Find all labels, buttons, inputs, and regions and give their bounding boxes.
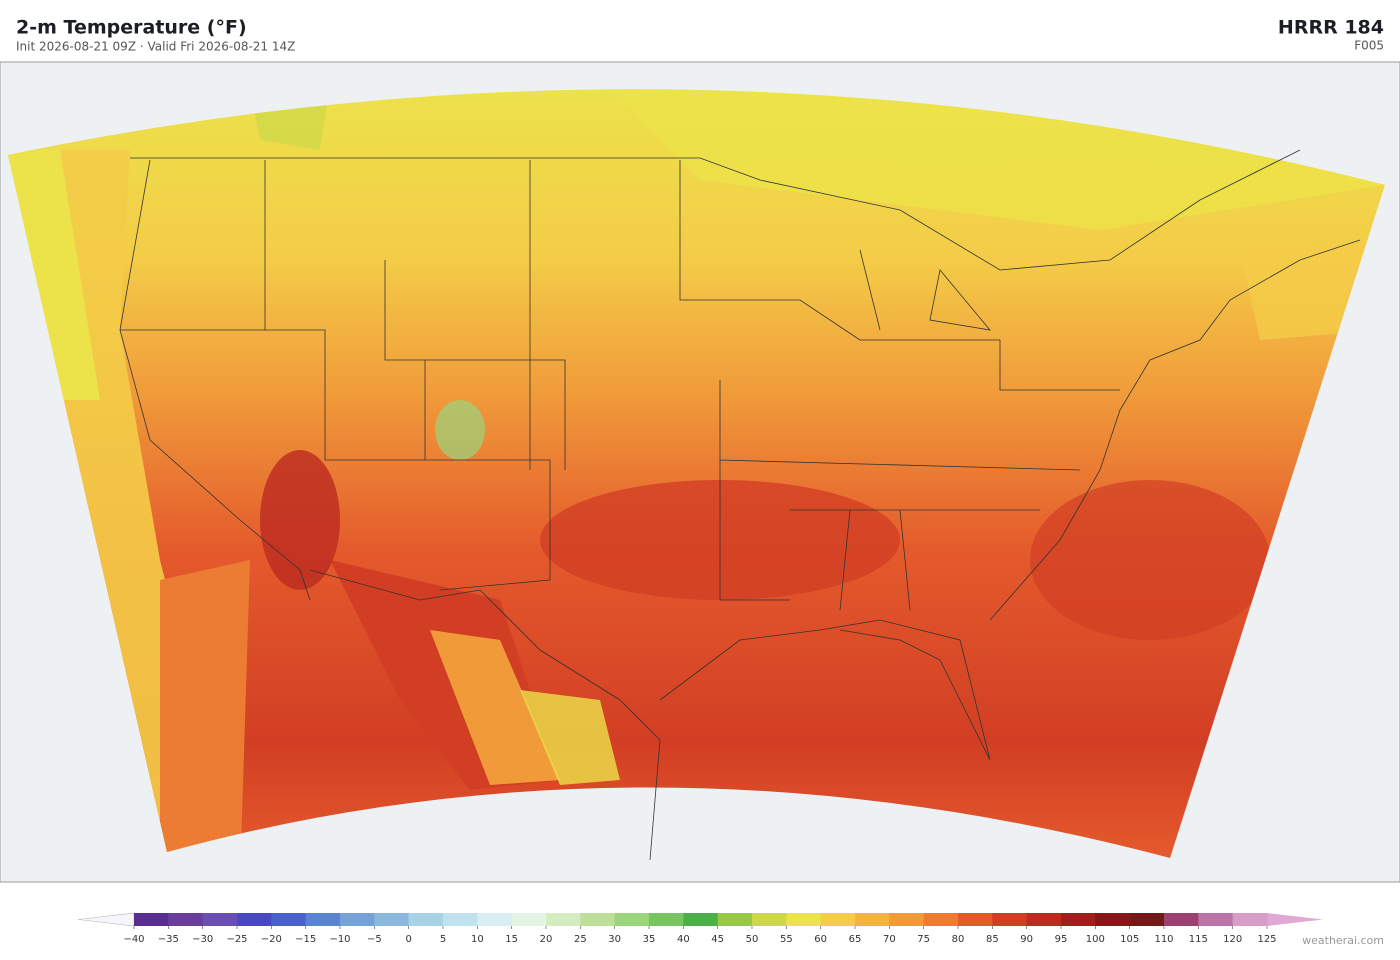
colorbar-tick-label: 25 <box>574 934 587 945</box>
colorbar-tick-label: −25 <box>226 934 247 945</box>
colorbar-segment <box>305 913 341 926</box>
colorbar-tick-label: 105 <box>1120 934 1139 945</box>
colorbar-tick-label: 60 <box>814 934 827 945</box>
colorbar-segment <box>1129 913 1165 926</box>
colorbar-over <box>1267 913 1323 926</box>
temperature-field <box>8 89 1385 858</box>
colorbar-tick-label: −30 <box>192 934 213 945</box>
colorbar-segment <box>168 913 204 926</box>
colorbar-tick-label: 70 <box>883 934 896 945</box>
colorbar-segment <box>889 913 925 926</box>
colorbar-tick-label: 15 <box>505 934 518 945</box>
colorbar-tick-label: 30 <box>608 934 621 945</box>
colorbar-tick-label: 120 <box>1223 934 1242 945</box>
colorbar-tick-label: 125 <box>1257 934 1276 945</box>
colorbar-segment <box>1095 913 1131 926</box>
colorbar-segment <box>958 913 993 926</box>
colorbar-tick-label: −40 <box>123 934 144 945</box>
colorbar-segment <box>1026 913 1062 926</box>
colorbar-segment <box>580 913 616 926</box>
colorbar-tick-label: 85 <box>986 934 999 945</box>
colorbar-under <box>77 912 135 927</box>
colorbar-tick-label: 100 <box>1086 934 1105 945</box>
colorbar-segment <box>649 913 684 926</box>
colorbar-tick-label: 55 <box>780 934 793 945</box>
colorbar-segment <box>477 913 513 926</box>
colorbar-segment <box>340 913 375 926</box>
credit: weatherai.com <box>1302 934 1384 947</box>
colorbar-tick-label: 40 <box>677 934 690 945</box>
colorbar-segment <box>202 913 238 926</box>
colorbar-segment <box>614 913 650 926</box>
boundaries <box>119 149 1361 861</box>
colorbar-tick-label: 0 <box>405 934 411 945</box>
colorbar-tick-label: 10 <box>471 934 484 945</box>
colorbar-tick-label: −20 <box>261 934 282 945</box>
colorbar-segment <box>923 913 959 926</box>
colorbar-segment <box>134 913 169 926</box>
colorbar-tick-label: 45 <box>711 934 724 945</box>
colorbar-segment <box>546 913 581 926</box>
colorbar-tick-label: 5 <box>440 934 446 945</box>
colorbar-tick-label: 65 <box>849 934 862 945</box>
colorbar-tick-label: 110 <box>1154 934 1173 945</box>
colorbar-segment <box>786 913 822 926</box>
colorbar-segment <box>443 913 478 926</box>
colorbar-tick-label: −35 <box>158 934 179 945</box>
colorbar-tick-label: 35 <box>643 934 656 945</box>
colorbar: −40 −35 −30 −25 −20 −15 −10 −5 0 5 10 15 20 25 30 35 40 4… <box>77 912 1323 945</box>
colorbar-segment <box>237 913 272 926</box>
colorbar-tick-label: 75 <box>917 934 930 945</box>
colorbar-segment <box>374 913 410 926</box>
colorbar-tick-label: −15 <box>295 934 316 945</box>
colorbar-tick-label: 95 <box>1055 934 1068 945</box>
colorbar-segment <box>820 913 856 926</box>
colorbar-segment <box>855 913 890 926</box>
colorbar-segment <box>992 913 1028 926</box>
colorbar-tick-label: −10 <box>329 934 350 945</box>
colorbar-segment <box>1232 913 1268 926</box>
subtitle: Init 2026-08-21 09Z · Valid Fri 2026-08-… <box>16 40 295 54</box>
colorbar-segment <box>717 913 753 926</box>
colorbar-tick-label: 20 <box>540 934 553 945</box>
colorbar-segment <box>1164 913 1199 926</box>
colorbar-segment <box>1061 913 1096 926</box>
map <box>0 61 1400 883</box>
colorbar-segment <box>408 913 444 926</box>
colorbar-segment <box>511 913 547 926</box>
colorbar-segment <box>1198 913 1234 926</box>
colorbar-tick-label: 115 <box>1189 934 1208 945</box>
colorbar-segment <box>683 913 719 926</box>
colorbar-segment <box>752 913 787 926</box>
model-name: HRRR 184 <box>1278 17 1384 39</box>
colorbar-tick-label: 50 <box>746 934 759 945</box>
forecast-hour: F005 <box>1354 39 1384 53</box>
colorbar-segment <box>271 913 307 926</box>
colorbar-tick-label: −5 <box>367 934 382 945</box>
colorbar-tick-label: 90 <box>1020 934 1033 945</box>
title: 2-m Temperature (°F) <box>16 17 247 39</box>
colorbar-tick-label: 80 <box>952 934 965 945</box>
